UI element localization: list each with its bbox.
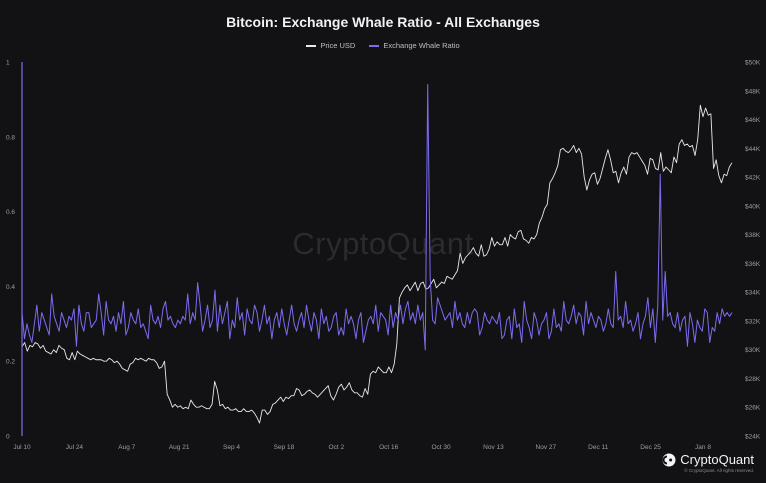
left-tick-label: 1 bbox=[6, 60, 10, 67]
right-tick-label: $28K bbox=[745, 376, 761, 383]
right-tick-label: $36K bbox=[745, 261, 761, 268]
right-tick-label: $48K bbox=[745, 88, 761, 95]
x-tick-label: Sep 4 bbox=[223, 444, 240, 451]
right-tick-label: $32K bbox=[745, 318, 761, 325]
legend-item-whale-ratio[interactable]: Exchange Whale Ratio bbox=[369, 41, 460, 50]
right-tick-label: $42K bbox=[745, 175, 761, 182]
left-tick-label: 0 bbox=[6, 434, 10, 441]
x-tick-label: Oct 2 bbox=[329, 444, 345, 451]
right-tick-label: $50K bbox=[745, 60, 761, 67]
x-tick-label: Aug 7 bbox=[118, 444, 135, 451]
x-tick-label: Oct 30 bbox=[431, 444, 451, 451]
left-tick-label: 0.6 bbox=[6, 209, 15, 216]
legend-label-price: Price USD bbox=[320, 41, 356, 50]
left-tick-label: 0.2 bbox=[6, 359, 15, 366]
x-tick-label: Dec 11 bbox=[588, 444, 608, 451]
right-tick-label: $46K bbox=[745, 117, 761, 124]
right-axis: $24K $26K $28K $30K $32K $34K $36K $38K $40K $42K… bbox=[745, 60, 761, 441]
right-tick-label: $30K bbox=[745, 347, 761, 354]
left-tick-label: 0.8 bbox=[6, 134, 15, 141]
chart-title: Bitcoin: Exchange Whale Ratio - All Exch… bbox=[226, 14, 540, 30]
right-tick-label: $44K bbox=[745, 146, 761, 153]
x-tick-label: Nov 13 bbox=[483, 444, 504, 451]
series-layer bbox=[21, 62, 733, 436]
right-tick-label: $26K bbox=[745, 405, 761, 412]
x-tick-label: Oct 16 bbox=[379, 444, 399, 451]
x-tick-label: Sep 18 bbox=[274, 444, 295, 451]
brand-block: CryptoQuant © CryptoQuant. All rights re… bbox=[662, 452, 754, 473]
right-tick-label: $38K bbox=[745, 232, 761, 239]
x-tick-label: Dec 25 bbox=[640, 444, 661, 451]
series-line-price-usd bbox=[21, 104, 733, 424]
brand-rights: © CryptoQuant. All rights reserved. bbox=[684, 468, 754, 473]
legend-label-whale-ratio: Exchange Whale Ratio bbox=[383, 41, 460, 50]
x-axis: Jul 10 Jul 24 Aug 7 Aug 21 Sep 4 Sep 18 Oct 2 O… bbox=[13, 444, 711, 451]
right-tick-label: $40K bbox=[745, 203, 761, 210]
right-tick-label: $34K bbox=[745, 290, 761, 297]
brand-name: CryptoQuant bbox=[662, 452, 754, 467]
x-tick-label: Jul 24 bbox=[66, 444, 84, 451]
brand-name-text: CryptoQuant bbox=[680, 452, 754, 467]
x-tick-label: Jul 10 bbox=[13, 444, 31, 451]
legend-swatch-price bbox=[306, 44, 317, 47]
legend-swatch-whale-ratio bbox=[369, 44, 380, 47]
cryptoquant-logo-icon bbox=[662, 453, 676, 466]
left-axis: 0 0.2 0.4 0.6 0.8 1 bbox=[6, 60, 15, 441]
x-tick-label: Jan 8 bbox=[695, 444, 711, 451]
series-line-exchange-whale-ratio bbox=[21, 83, 733, 351]
chart-legend: Price USD Exchange Whale Ratio bbox=[0, 41, 766, 50]
left-tick-label: 0.4 bbox=[6, 284, 15, 291]
watermark: CryptoQuant bbox=[292, 226, 474, 261]
right-tick-label: $24K bbox=[745, 434, 761, 441]
x-tick-label: Nov 27 bbox=[536, 444, 557, 451]
x-tick-label: Aug 21 bbox=[169, 444, 190, 451]
legend-item-price[interactable]: Price USD bbox=[306, 41, 355, 50]
